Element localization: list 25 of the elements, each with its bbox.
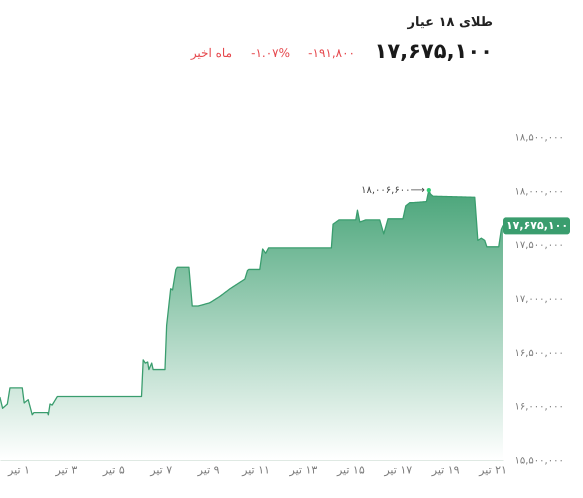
y-tick-label: ۱۸,۵۰۰,۰۰۰: [514, 132, 564, 144]
x-tick-label: ۱۷ تیر: [383, 464, 412, 476]
chart-title: طلای ۱۸ عیار: [406, 15, 493, 30]
x-tick-label: ۱۹ تیر: [430, 464, 460, 476]
x-tick-label: ۱۱ تیر: [241, 464, 270, 476]
text: -۱.۰۷%: [251, 46, 290, 60]
x-tick-label: ۹ تیر: [196, 464, 220, 476]
text: ماه اخیر: [190, 46, 232, 60]
y-tick-label: ۱۶,۰۰۰,۰۰۰: [514, 402, 564, 413]
x-tick-label: ۱ تیر: [7, 464, 30, 476]
y-tick-label: ۱۷,۵۰۰,۰۰۰: [514, 240, 564, 252]
x-tick-label: ۵ تیر: [102, 464, 125, 476]
y-tick-label: ۱۷,۰۰۰,۰۰۰: [514, 294, 564, 305]
x-tick-label: ۷ تیر: [149, 464, 172, 476]
y-tick-label: ۱۶,۵۰۰,۰۰۰: [514, 348, 564, 359]
x-tick-label: ۱۳ تیر: [288, 464, 318, 476]
x-tick-label: ۳ تیر: [54, 464, 78, 476]
text: -۱۹۱,۸۰۰: [308, 46, 355, 60]
y-tick-label: ۱۵,۵۰۰,۰۰۰: [514, 456, 564, 466]
x-tick-label: ۲۱ تیر: [478, 464, 507, 476]
chart-subtitle: ۱۷,۶۷۵,۱۰۰: [374, 39, 493, 63]
x-tick-label: ۱۵ تیر: [336, 464, 365, 476]
annotation: ۱۸,۰۰۶,۶۰۰⟶: [361, 185, 425, 196]
annotation: ۱۷,۶۷۵,۱۰۰: [506, 218, 568, 232]
y-tick-label: ۱۸,۰۰۰,۰۰۰: [514, 186, 564, 198]
